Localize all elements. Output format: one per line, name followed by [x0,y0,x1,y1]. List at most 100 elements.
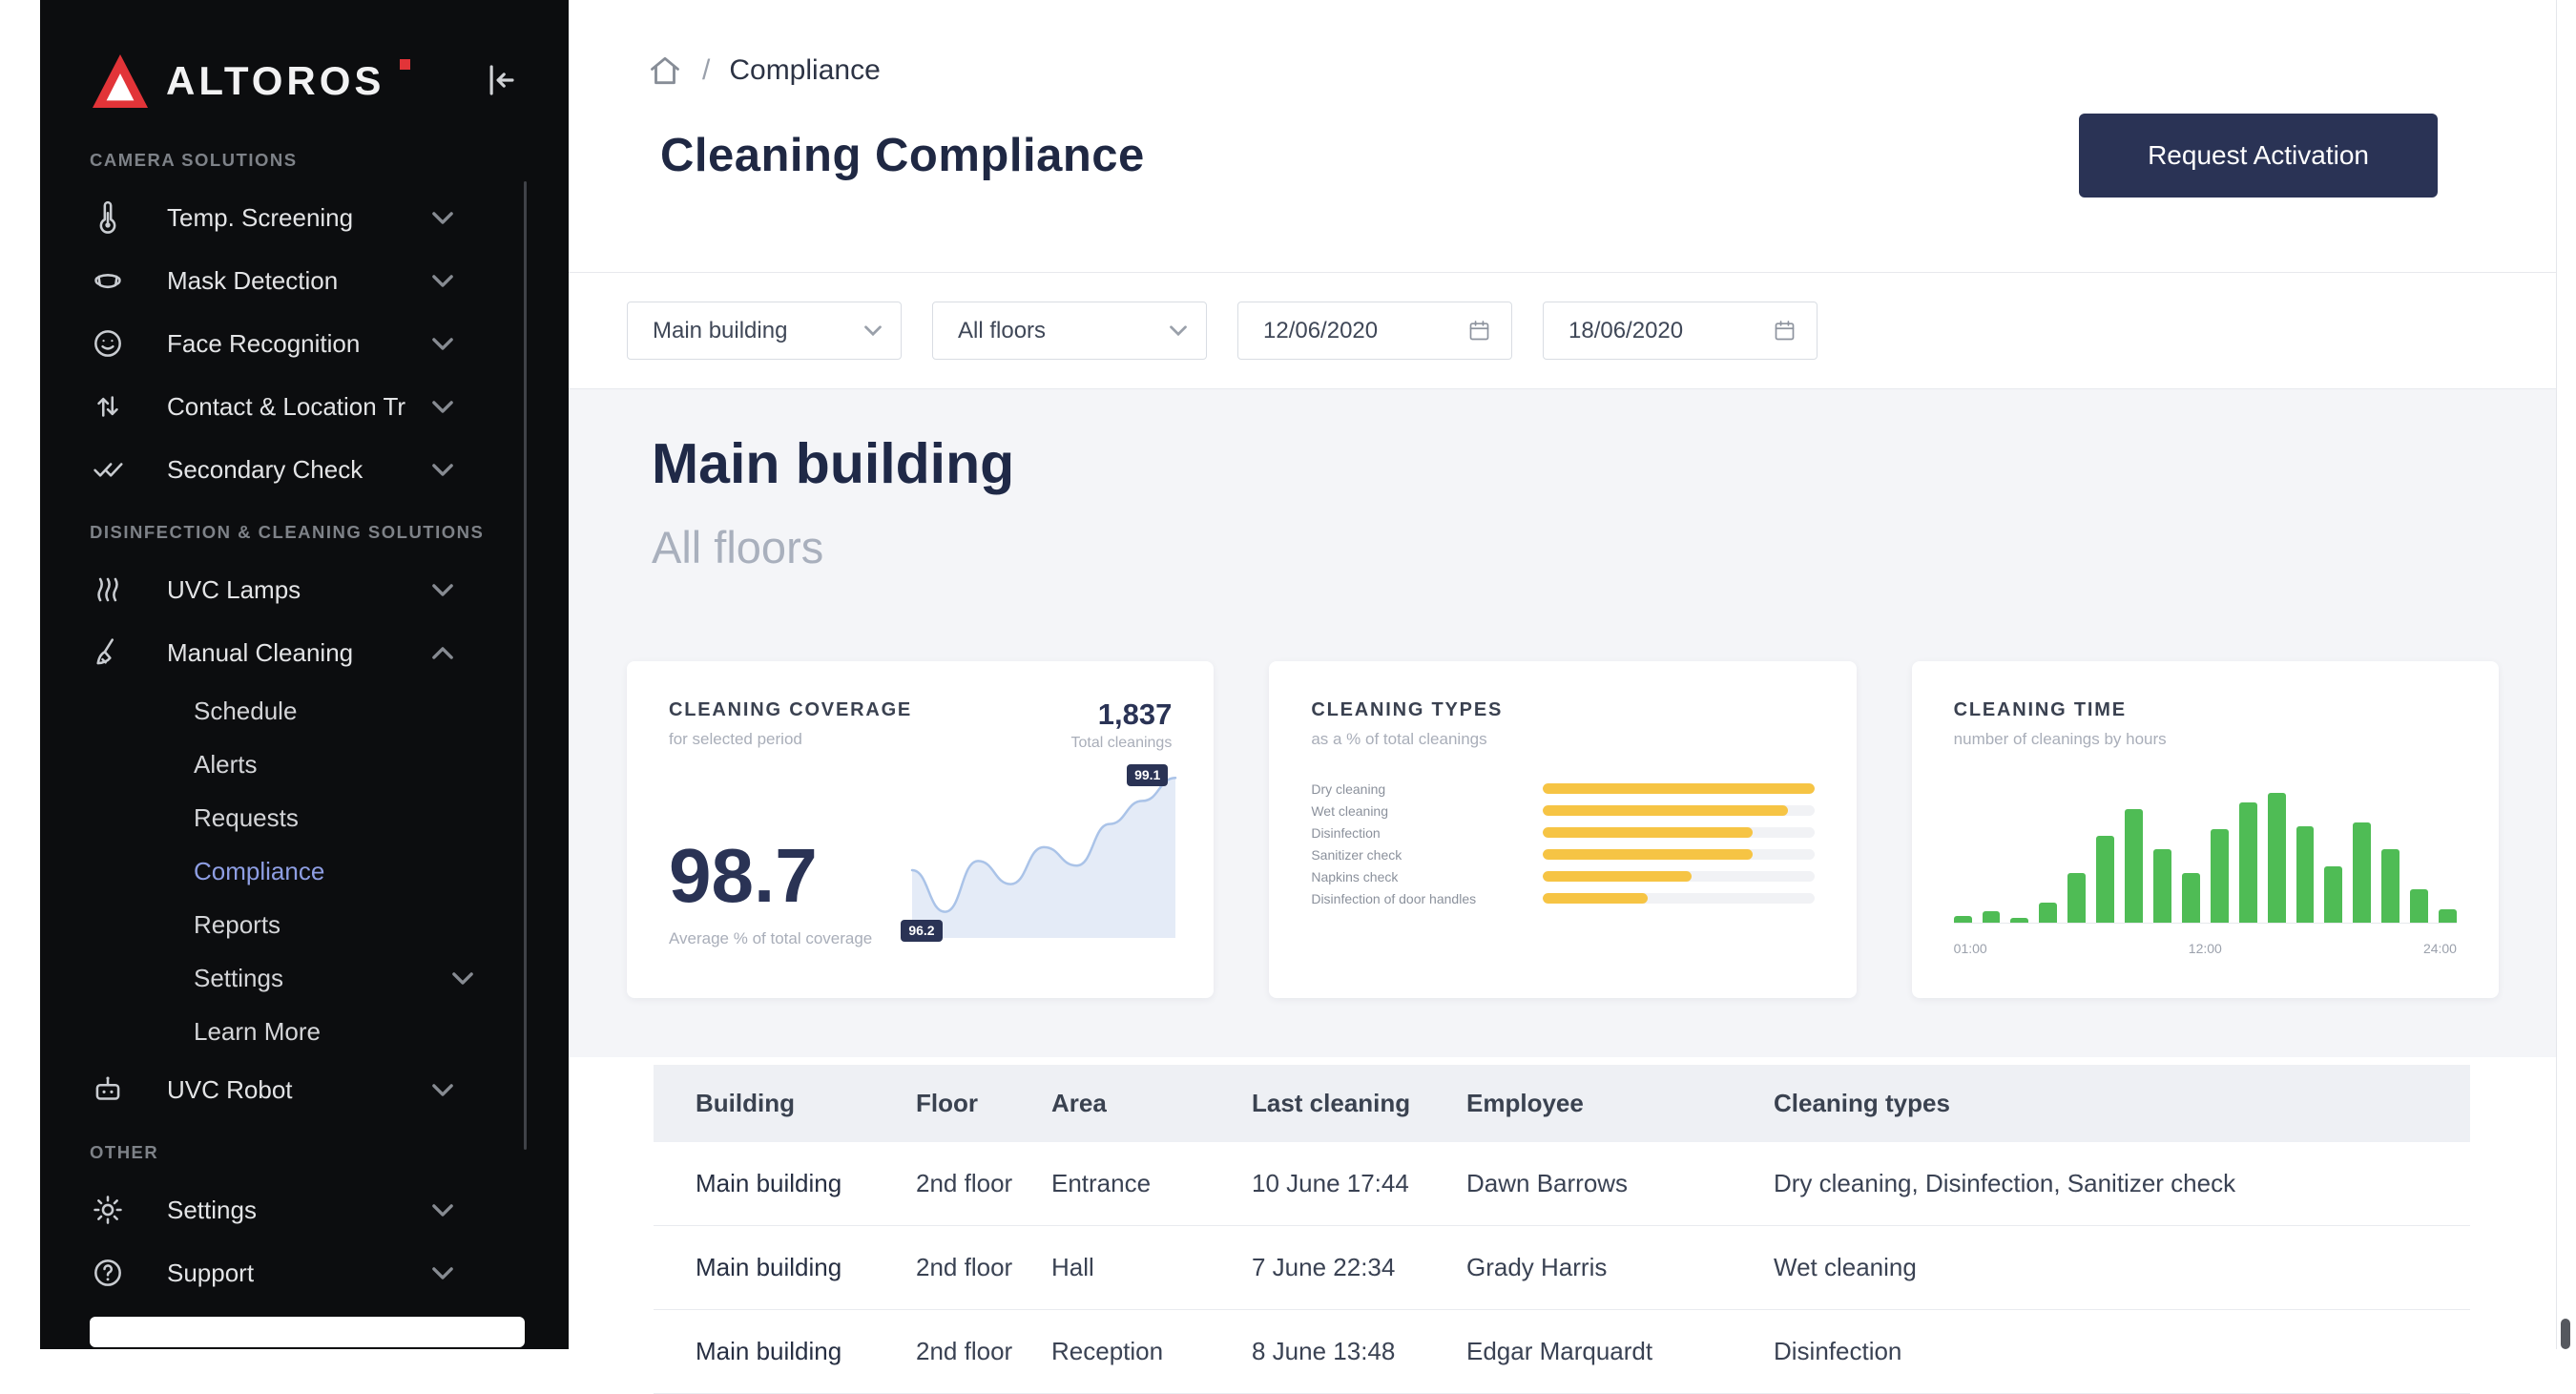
chevron-up-icon [432,646,453,659]
table-row[interactable]: Main building 2nd floor Entrance 10 June 17… [654,1142,2470,1226]
chevron-down-icon [432,337,453,350]
main-content: / Compliance Cleaning Compliance Request… [569,0,2557,1394]
face-icon [90,325,126,362]
table-cell: 2nd floor [916,1225,1051,1310]
sidebar-item-secondary-check[interactable]: Secondary Check [40,438,569,501]
cleaning-type-label: Disinfection of door handles [1311,890,1477,906]
page-header: Cleaning Compliance Request Activation [569,89,2556,198]
chevron-down-icon [432,211,453,224]
cleaning-time-chart [1953,780,2457,924]
cleaning-type-bar [1543,849,1815,860]
sidebar-subitem-requests[interactable]: Requests [40,791,569,844]
cleaning-types-card: CLEANING TYPES as a % of total cleanings… [1269,661,1857,998]
breadcrumb-current[interactable]: Compliance [729,54,881,86]
min-point-badge: 96.2 [901,920,943,942]
card-subtitle: for selected period [669,730,802,748]
total-cleanings-caption: Total cleanings [1070,735,1173,751]
table-cell: Reception [1051,1309,1252,1394]
max-point-badge: 99.1 [1127,764,1169,786]
logo-row: ALTOROS [40,0,569,129]
sidebar-subitem-settings[interactable]: Settings [40,951,569,1005]
page-title: Cleaning Compliance [660,130,1145,181]
sidebar-subitem-label: Alerts [194,749,258,779]
cleaning-time-bar [2125,809,2143,923]
cleaning-type-bar [1543,827,1815,838]
cleaning-type-bar [1543,871,1815,882]
chevron-down-icon [432,583,453,596]
sidebar-collapse-button[interactable] [477,59,521,103]
cleaning-type-row: Napkins check [1311,865,1815,887]
calendar-icon [1772,318,1797,343]
sidebar-item-support[interactable]: Support [40,1241,569,1304]
page: ALTOROS CAMERA SOLUTIONS Temp. Screening M… [40,0,2570,1394]
cleaning-time-bar [2039,903,2058,923]
cleaning-time-bar [2410,889,2429,923]
logo-text: ALTOROS [166,58,385,103]
nav-group-label: OTHER [90,1142,159,1162]
floors-select[interactable]: All floors [932,302,1207,360]
sidebar-item-uvc-robot[interactable]: UVC Robot [40,1058,569,1121]
sidebar-item-label: Support [167,1258,255,1287]
sidebar-subitem-alerts[interactable]: Alerts [40,738,569,791]
sidebar-subitem-schedule[interactable]: Schedule [40,684,569,738]
cleaning-time-bar [2296,826,2315,923]
sidebar-item-face-recognition[interactable]: Face Recognition [40,312,569,375]
table-cell: Main building [654,1309,916,1394]
sidebar-item-label: Settings [167,1195,257,1224]
sidebar-item-mask-detection[interactable]: Mask Detection [40,249,569,312]
sidebar-subitem-learn-more[interactable]: Learn More [40,1005,569,1058]
chevron-down-icon [432,1266,453,1280]
cleaning-types-chart: Dry cleaning Wet cleaning Disinfection Sani… [1311,778,1815,909]
table-row[interactable]: Main building 2nd floor Hall 7 June 22:34 Gr… [654,1225,2470,1310]
total-cleanings-value: 1,837 [1097,697,1173,731]
chevron-down-icon [864,325,882,336]
sidebar-subitem-label: Reports [194,909,281,939]
date-to-input[interactable]: 18/06/2020 [1543,302,1818,360]
floors-subtitle: All floors [652,522,824,572]
sidebar-item-label: Face Recognition [167,328,361,358]
cleaning-time-bar [2210,829,2229,923]
card-title: CLEANING TIME [1953,699,2127,720]
table-header-cell: Cleaning types [1774,1065,2470,1142]
table-cell: Wet cleaning [1774,1225,2470,1310]
stat-cards: CLEANING COVERAGE for selected period 1,… [627,661,2499,998]
home-icon[interactable] [647,52,683,89]
cleaning-time-bar [2324,866,2343,923]
table-cell: 8 June 13:48 [1252,1309,1466,1394]
table-cell: Dawn Barrows [1466,1142,1774,1226]
sidebar-item-label: UVC Robot [167,1074,293,1104]
cleaning-table: Building Floor Area Last cleaning Employee Cl… [654,1065,2470,1394]
cleaning-type-bar [1543,783,1815,794]
building-select[interactable]: Main building [627,302,902,360]
table-header-cell: Last cleaning [1252,1065,1466,1142]
table-cell: Entrance [1051,1142,1252,1226]
sidebar-subitem-compliance[interactable]: Compliance [40,844,569,898]
sidebar-item-label: UVC Lamps [167,574,301,604]
sidebar-subitem-label: Learn More [194,1016,321,1046]
date-from-input[interactable]: 12/06/2020 [1237,302,1512,360]
date-from-value: 12/06/2020 [1263,317,1379,343]
cleaning-type-row: Disinfection of door handles [1311,887,1815,909]
cleaning-time-bar [2181,873,2200,923]
sidebar-item-manual-cleaning[interactable]: Manual Cleaning [40,621,569,684]
card-subtitle: as a % of total cleanings [1311,730,1487,748]
cleaning-time-bar [2267,793,2286,923]
chevron-down-icon [432,274,453,287]
building-select-value: Main building [653,317,788,343]
request-activation-button[interactable]: Request Activation [2079,114,2438,198]
cleaning-type-label: Disinfection [1311,824,1381,841]
chevron-down-icon [1170,325,1187,336]
sidebar-subitem-reports[interactable]: Reports [40,898,569,951]
sidebar-item-uvc-lamps[interactable]: UVC Lamps [40,558,569,621]
sidebar-item-settings[interactable]: Settings [40,1178,569,1241]
building-title: Main building [652,432,1015,495]
chevron-down-icon [432,463,453,476]
page-scrollbar-thumb[interactable] [2561,1319,2570,1349]
sidebar-item-label: Contact & Location Tr [167,391,406,421]
sidebar-scrollbar[interactable] [524,181,527,1150]
sidebar-item-temp-screening[interactable]: Temp. Screening [40,186,569,249]
sidebar-item-contact-location-tr[interactable]: Contact & Location Tr [40,375,569,438]
table-row[interactable]: Main building 2nd floor Reception 8 June 13… [654,1309,2470,1394]
sidebar-item-label: Secondary Check [167,454,364,484]
cleaning-time-bar [2439,909,2457,923]
